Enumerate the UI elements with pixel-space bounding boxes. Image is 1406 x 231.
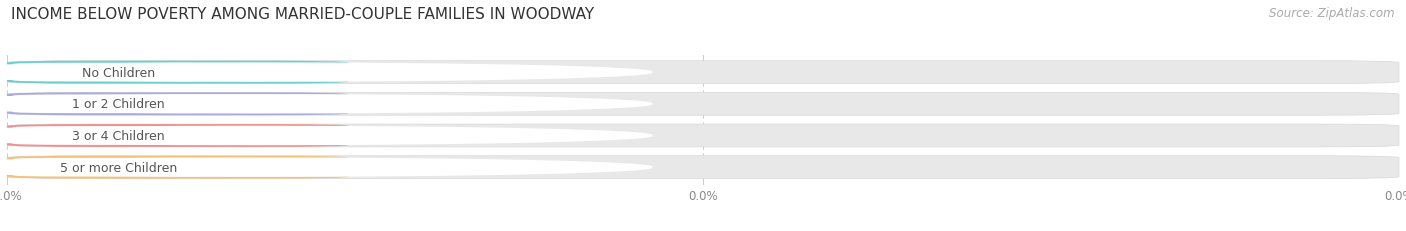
FancyBboxPatch shape [7, 61, 349, 84]
FancyBboxPatch shape [7, 156, 349, 179]
Text: INCOME BELOW POVERTY AMONG MARRIED-COUPLE FAMILIES IN WOODWAY: INCOME BELOW POVERTY AMONG MARRIED-COUPL… [11, 7, 595, 22]
FancyBboxPatch shape [7, 93, 349, 116]
Text: Source: ZipAtlas.com: Source: ZipAtlas.com [1270, 7, 1395, 20]
Text: No Children: No Children [82, 66, 155, 79]
Circle shape [0, 127, 652, 145]
FancyBboxPatch shape [7, 125, 349, 147]
Circle shape [0, 64, 652, 82]
Text: 3 or 4 Children: 3 or 4 Children [72, 129, 165, 142]
FancyBboxPatch shape [13, 158, 224, 177]
Circle shape [0, 158, 652, 176]
Text: 1 or 2 Children: 1 or 2 Children [72, 98, 165, 111]
FancyBboxPatch shape [13, 95, 224, 114]
FancyBboxPatch shape [7, 93, 1399, 116]
Text: 0.0%: 0.0% [270, 98, 302, 111]
Text: 0.0%: 0.0% [270, 66, 302, 79]
FancyBboxPatch shape [13, 127, 224, 145]
FancyBboxPatch shape [7, 156, 1399, 179]
Text: 0.0%: 0.0% [270, 161, 302, 174]
FancyBboxPatch shape [7, 61, 1399, 84]
Text: 0.0%: 0.0% [270, 129, 302, 142]
FancyBboxPatch shape [7, 125, 1399, 147]
Text: 5 or more Children: 5 or more Children [59, 161, 177, 174]
Circle shape [0, 95, 652, 113]
FancyBboxPatch shape [13, 64, 224, 82]
